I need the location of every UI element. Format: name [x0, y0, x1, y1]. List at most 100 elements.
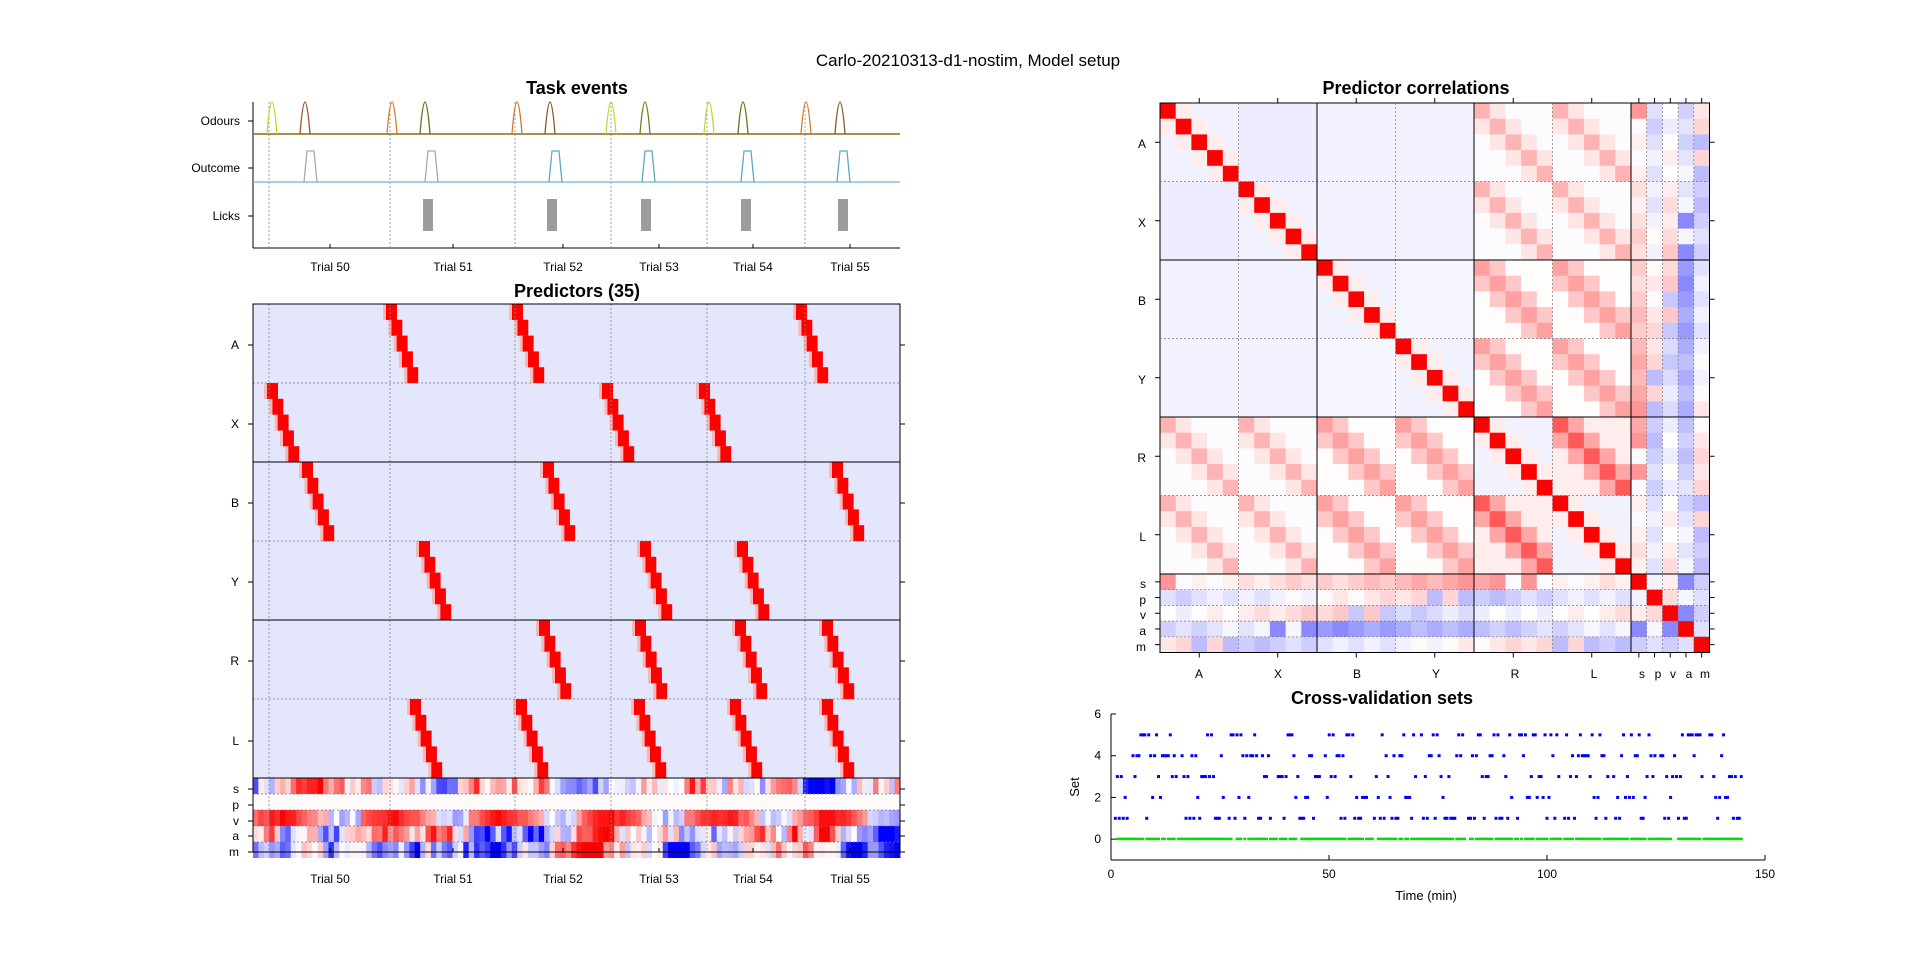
cv-point-train-41 — [1194, 754, 1198, 758]
covariate-cell-7-55 — [549, 794, 556, 810]
corr-cell-7-33 — [1678, 212, 1695, 229]
corr-cell-24-32 — [1662, 479, 1679, 496]
corr-cell-9-26 — [1568, 244, 1585, 261]
corr-cell-1-10 — [1317, 118, 1333, 135]
cv-point-train-45 — [1202, 775, 1206, 779]
cv-point-train-304 — [1710, 733, 1714, 737]
cv-point-train-117 — [1343, 816, 1347, 820]
corr-cell-2-14 — [1379, 134, 1396, 151]
cv-point-test-191 — [1488, 837, 1492, 841]
corr-cell-33-0 — [1160, 621, 1176, 638]
covariate-cell-8-90 — [738, 810, 745, 826]
covariate-cell-10-39 — [463, 842, 470, 858]
corr-cell-19-23 — [1521, 401, 1538, 418]
corr-cell-24-33 — [1678, 479, 1695, 496]
covariate-cell-6-68 — [619, 778, 626, 794]
corr-cell-20-32 — [1662, 417, 1679, 433]
cv-point-test-58 — [1227, 837, 1231, 841]
covariate-cell-9-55 — [549, 826, 556, 842]
corr-cell-9-7 — [1269, 244, 1286, 261]
events-label-odours: Odours — [201, 114, 240, 128]
corr-cell-26-0 — [1160, 511, 1176, 528]
corr-cell-20-3 — [1207, 417, 1224, 433]
cv-point-test-103 — [1315, 837, 1319, 841]
cv-point-test-266 — [1635, 837, 1639, 841]
predictor-pulse-edge-2-1-0 — [540, 462, 543, 478]
corr-cell-25-16 — [1411, 495, 1428, 512]
corr-cell-9-4 — [1222, 244, 1239, 261]
corr-cell-34-1 — [1175, 636, 1192, 653]
corr-cell-32-30 — [1631, 605, 1647, 622]
covariate-cell-10-74 — [651, 842, 658, 858]
cv-ylabel: Set — [1067, 777, 1082, 797]
corr-cell-25-5 — [1238, 495, 1255, 512]
corr-cell-18-34 — [1693, 385, 1710, 402]
predictor-pulse-2-1-0 — [543, 462, 554, 478]
corr-cell-22-1 — [1175, 448, 1192, 465]
covariate-cell-8-111 — [851, 810, 858, 826]
cv-point-train-95 — [1300, 816, 1304, 820]
covariate-cell-7-117 — [883, 794, 890, 810]
covariate-cell-6-72 — [641, 778, 647, 794]
covariate-cell-7-92 — [749, 794, 755, 810]
corr-cell-34-32 — [1662, 636, 1679, 653]
cv-point-test-264 — [1631, 837, 1635, 841]
corr-cell-24-29 — [1615, 479, 1632, 496]
cv-point-train-114 — [1337, 754, 1341, 758]
cv-point-train-39 — [1190, 754, 1194, 758]
corr-cell-27-22 — [1505, 526, 1522, 543]
predictor-pulse-0-0-4 — [407, 367, 419, 384]
corr-cell-1-28 — [1599, 118, 1616, 135]
corr-cell-34-30 — [1631, 636, 1647, 653]
corr-cell-16-24 — [1536, 354, 1553, 371]
covariate-cell-8-80 — [684, 810, 691, 826]
cv-point-train-18 — [1149, 754, 1153, 758]
corr-cell-33-34 — [1693, 621, 1710, 638]
cv-point-test-226 — [1557, 837, 1561, 841]
predictor-pulse-5-4-2 — [832, 730, 844, 747]
covariate-cell-9-23 — [377, 826, 383, 842]
cv-point-test-85 — [1280, 837, 1284, 841]
corr-cell-4-8 — [1285, 165, 1302, 182]
corr-cell-21-8 — [1285, 432, 1302, 449]
covariate-cell-8-97 — [775, 810, 782, 826]
covariate-cell-7-102 — [802, 794, 809, 810]
covariate-cell-10-10 — [306, 842, 313, 858]
cv-xlabel: Time (min) — [1395, 888, 1457, 903]
corr-cell-32-4 — [1222, 605, 1239, 622]
corr-cell-30-12 — [1348, 574, 1365, 590]
cv-point-train-200 — [1506, 816, 1510, 820]
cv-point-test-175 — [1457, 837, 1461, 841]
corr-cell-31-15 — [1395, 589, 1412, 606]
cv-point-train-169 — [1445, 816, 1449, 820]
predictor-pulse-4-3-1 — [827, 635, 839, 652]
covariate-cell-7-87 — [722, 794, 728, 810]
corr-cell-28-8 — [1285, 542, 1302, 559]
predictor-pulse-0-2-0 — [796, 304, 807, 320]
corr-cell-17-1 — [1175, 369, 1192, 386]
corr-cell-2-3 — [1207, 134, 1224, 151]
covariate-cell-8-77 — [668, 810, 674, 826]
predictor-pulse-edge-0-1-0 — [509, 304, 512, 320]
events-label-outcome: Outcome — [191, 161, 240, 175]
pred-ylabel-A: A — [231, 338, 239, 352]
predictor-pulse-3-2-1 — [742, 556, 754, 573]
corr-cell-6-8 — [1285, 197, 1302, 214]
covariate-cell-6-45 — [495, 778, 502, 794]
odour-pulse-10 — [800, 101, 812, 135]
cv-xtick-label-1: 50 — [1322, 867, 1336, 881]
corr-cell-29-2 — [1191, 558, 1208, 575]
corr-ylabel-p: p — [1139, 593, 1146, 607]
cv-ytick-label-1: 2 — [1094, 790, 1101, 804]
predictor-pulse-edge-5-3-3 — [742, 746, 746, 763]
corr-cell-14-27 — [1583, 322, 1600, 339]
corr-cell-1-7 — [1269, 118, 1286, 135]
covariate-cell-7-6 — [285, 794, 292, 810]
corr-cell-9-29 — [1615, 244, 1632, 261]
corr-cell-11-3 — [1207, 275, 1224, 292]
corr-cell-24-9 — [1301, 479, 1318, 496]
corr-cell-13-33 — [1678, 307, 1695, 324]
odour-pulse-4 — [511, 101, 523, 135]
covariate-cell-9-26 — [393, 826, 399, 842]
corr-cell-11-18 — [1442, 275, 1459, 292]
